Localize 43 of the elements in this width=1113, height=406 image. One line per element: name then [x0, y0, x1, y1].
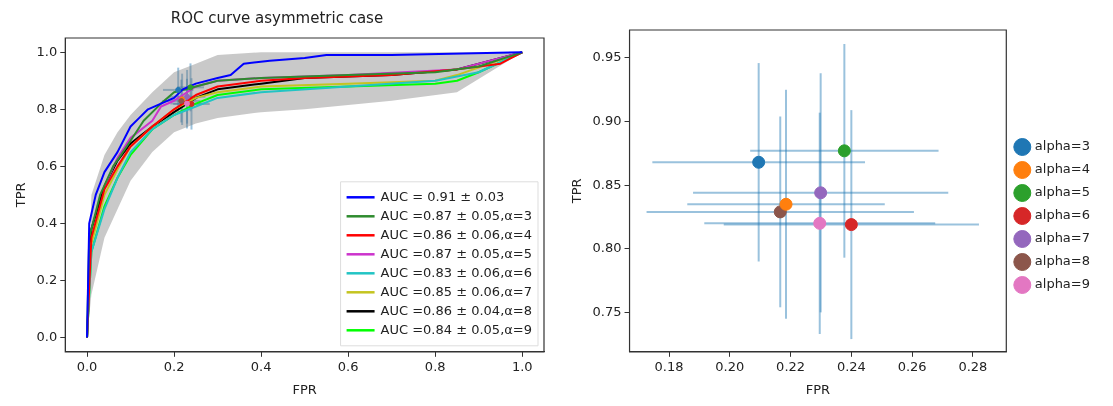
y-tick-label: 0.2	[36, 271, 58, 287]
legend-label: AUC =0.84 ± 0.05,α=9	[380, 321, 533, 337]
y-axis-title: TPR	[13, 182, 29, 209]
x-tick-label: 0.28	[958, 358, 988, 374]
legend-label: AUC =0.85 ± 0.06,α=7	[380, 283, 533, 299]
y-tick-label: 0.8	[36, 100, 58, 116]
x-tick-label: 0.26	[897, 358, 927, 374]
x-tick-label: 0.8	[424, 358, 446, 374]
y-tick-label: 0.85	[592, 176, 622, 192]
x-axis-title: FPR	[805, 381, 831, 397]
x-tick-label: 0.0	[76, 358, 98, 374]
legend-label: AUC =0.86 ± 0.06,α=4	[380, 226, 533, 242]
x-tick-label: 1.0	[511, 358, 533, 374]
y-tick-label: 0.95	[592, 49, 622, 65]
legend-label: AUC =0.86 ± 0.04,α=8	[380, 302, 533, 318]
legend-label: AUC =0.83 ± 0.06,α=6	[380, 264, 533, 280]
x-tick-label: 0.4	[250, 358, 272, 374]
legend-label: AUC =0.87 ± 0.05,α=3	[380, 207, 533, 223]
x-tick-label: 0.20	[715, 358, 745, 374]
x-tick-label: 0.2	[163, 358, 185, 374]
legend-label: AUC = 0.91 ± 0.03	[380, 188, 505, 204]
y-tick-label: 1.0	[36, 43, 58, 59]
x-axis-title: FPR	[292, 381, 317, 397]
y-tick-label: 0.0	[36, 328, 58, 344]
legend-label: alpha=4	[1034, 161, 1090, 177]
chart-title: ROC curve asymmetric case	[170, 8, 384, 27]
legend-label: alpha=6	[1034, 207, 1090, 223]
y-tick-label: 0.4	[36, 214, 58, 230]
y-tick-label: 0.80	[592, 240, 622, 256]
legend-label: alpha=3	[1034, 138, 1090, 154]
x-tick-label: 0.6	[337, 358, 359, 374]
y-tick-label: 0.6	[36, 157, 58, 173]
legend-label: alpha=7	[1034, 230, 1090, 246]
x-tick-label: 0.18	[654, 358, 684, 374]
x-tick-label: 0.22	[776, 358, 806, 374]
legend-label: alpha=9	[1034, 276, 1090, 292]
legend-label: alpha=8	[1034, 253, 1090, 269]
legend-label: AUC =0.87 ± 0.05,α=5	[380, 245, 533, 261]
y-axis-title: TPR	[569, 178, 585, 205]
y-tick-label: 0.75	[592, 303, 622, 319]
legend-label: alpha=5	[1034, 184, 1090, 200]
y-tick-label: 0.90	[592, 112, 622, 128]
x-tick-label: 0.24	[836, 358, 866, 374]
